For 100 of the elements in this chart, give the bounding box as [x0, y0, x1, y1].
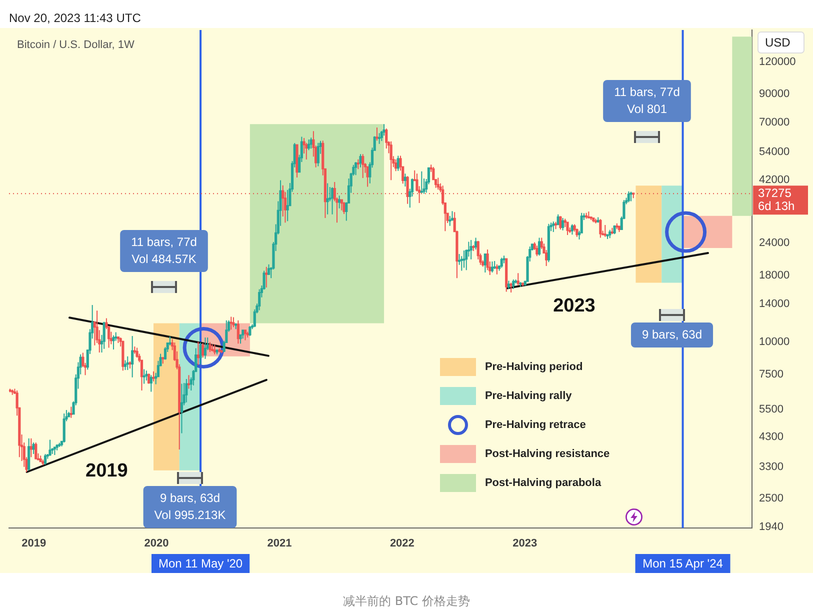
- y-tick-label: 10000: [759, 336, 790, 348]
- candlestick: [338, 195, 341, 209]
- candlestick: [307, 139, 310, 151]
- candlestick: [56, 444, 58, 451]
- candlestick: [296, 144, 298, 178]
- candlestick: [436, 177, 440, 190]
- candlestick: [48, 439, 52, 456]
- candlestick: [142, 368, 146, 384]
- candlestick: [474, 237, 478, 250]
- candlestick: [627, 190, 630, 203]
- candlestick: [162, 356, 164, 364]
- candlestick: [462, 250, 466, 268]
- candlestick: [199, 342, 202, 365]
- candlestick: [145, 370, 148, 382]
- y-tick-label: 7500: [759, 368, 784, 380]
- x-tick-label: 2021: [267, 538, 292, 550]
- candlestick: [30, 438, 32, 458]
- candlestick: [356, 158, 360, 170]
- ref-line-label: Mon 15 Apr '24: [642, 556, 724, 570]
- candlestick: [596, 216, 600, 224]
- candlestick: [490, 261, 494, 274]
- y-tick-label: 4300: [759, 431, 784, 444]
- candlestick: [420, 170, 423, 194]
- y-tick-label: 18000: [759, 270, 790, 282]
- candlestick: [390, 140, 392, 181]
- candlestick: [592, 217, 595, 223]
- candlestick: [540, 237, 543, 250]
- candlestick: [594, 218, 598, 224]
- legend-label: Pre-Halving retrace: [484, 419, 586, 431]
- annotation: 9 bars, 63d Vol 995.213K: [154, 490, 226, 522]
- candlestick: [604, 224, 606, 238]
- candlestick: [213, 344, 216, 355]
- candlestick: [220, 350, 224, 354]
- candlestick: [566, 221, 569, 236]
- candlestick: [216, 349, 218, 355]
- candlestick: [552, 220, 555, 233]
- candlestick: [126, 356, 129, 370]
- candlestick: [448, 215, 452, 226]
- y-tick-label: 54000: [759, 146, 790, 158]
- candlestick: [507, 280, 510, 290]
- candlestick: [211, 344, 214, 352]
- candlestick: [242, 329, 244, 340]
- candlestick: [516, 272, 520, 286]
- y-tick-label: 14000: [759, 298, 790, 310]
- candlestick: [9, 388, 12, 393]
- candlestick: [234, 322, 238, 330]
- candlestick: [204, 337, 207, 360]
- x-tick-label: 2020: [144, 538, 169, 550]
- x-tick-label: 2022: [390, 538, 414, 550]
- candlestick: [562, 218, 564, 231]
- candlestick: [244, 330, 247, 341]
- candlestick: [606, 234, 609, 240]
- candlestick: [185, 378, 188, 403]
- candlestick: [378, 132, 381, 144]
- candlestick: [493, 260, 496, 270]
- candlestick: [570, 224, 574, 236]
- candlestick: [510, 282, 512, 294]
- candlestick: [150, 374, 152, 392]
- candlestick: [70, 406, 72, 418]
- candlestick: [470, 239, 472, 260]
- series-label: 2019: [86, 460, 128, 482]
- candlestick: [354, 162, 358, 176]
- y-axis-title: USD: [765, 35, 791, 50]
- candlestick: [124, 360, 127, 370]
- legend-label: Pre-Halving period: [484, 361, 583, 373]
- y-tick-label: 24000: [759, 237, 790, 250]
- candlestick: [53, 446, 56, 456]
- candlestick: [180, 383, 184, 434]
- candlestick: [519, 282, 522, 288]
- x-tick-label: 2019: [22, 538, 46, 550]
- candlestick: [512, 278, 515, 290]
- candlestick: [196, 341, 200, 366]
- candlestick: [11, 388, 14, 396]
- text: Nov 20, 2023 11:43 UTC: [9, 11, 141, 25]
- annotation: 11 bars, 77d Vol 801: [614, 84, 680, 116]
- y-tick-label: 2500: [759, 492, 784, 504]
- candlestick: [42, 459, 44, 466]
- candlestick: [616, 222, 618, 230]
- candlestick: [342, 201, 346, 214]
- y-tick-label: 70000: [759, 116, 790, 129]
- candlestick: [32, 442, 35, 455]
- candlestick: [536, 245, 538, 257]
- candlestick: [128, 360, 132, 369]
- candlestick: [385, 128, 388, 149]
- candlestick: [58, 442, 61, 448]
- annotation: 11 bars, 77d Vol 484.57K: [131, 234, 197, 266]
- candlestick: [522, 282, 524, 287]
- annotation: 9 bars, 63d: [642, 327, 702, 342]
- x-tick-label: 2023: [512, 538, 538, 550]
- text: Bitcoin / U.S. Dollar, 1W: [17, 39, 135, 52]
- candlestick: [232, 316, 235, 328]
- y-tick-label: 42000: [759, 174, 790, 186]
- y-tick-label: 120000: [759, 56, 796, 68]
- candlestick: [486, 248, 489, 271]
- legend-label: Post-Halving parabola: [484, 477, 602, 489]
- candlestick: [394, 158, 398, 172]
- candlestick: [559, 216, 562, 230]
- y-tick-label: 1940: [759, 520, 784, 533]
- candlestick: [133, 346, 136, 354]
- candlestick: [404, 173, 406, 187]
